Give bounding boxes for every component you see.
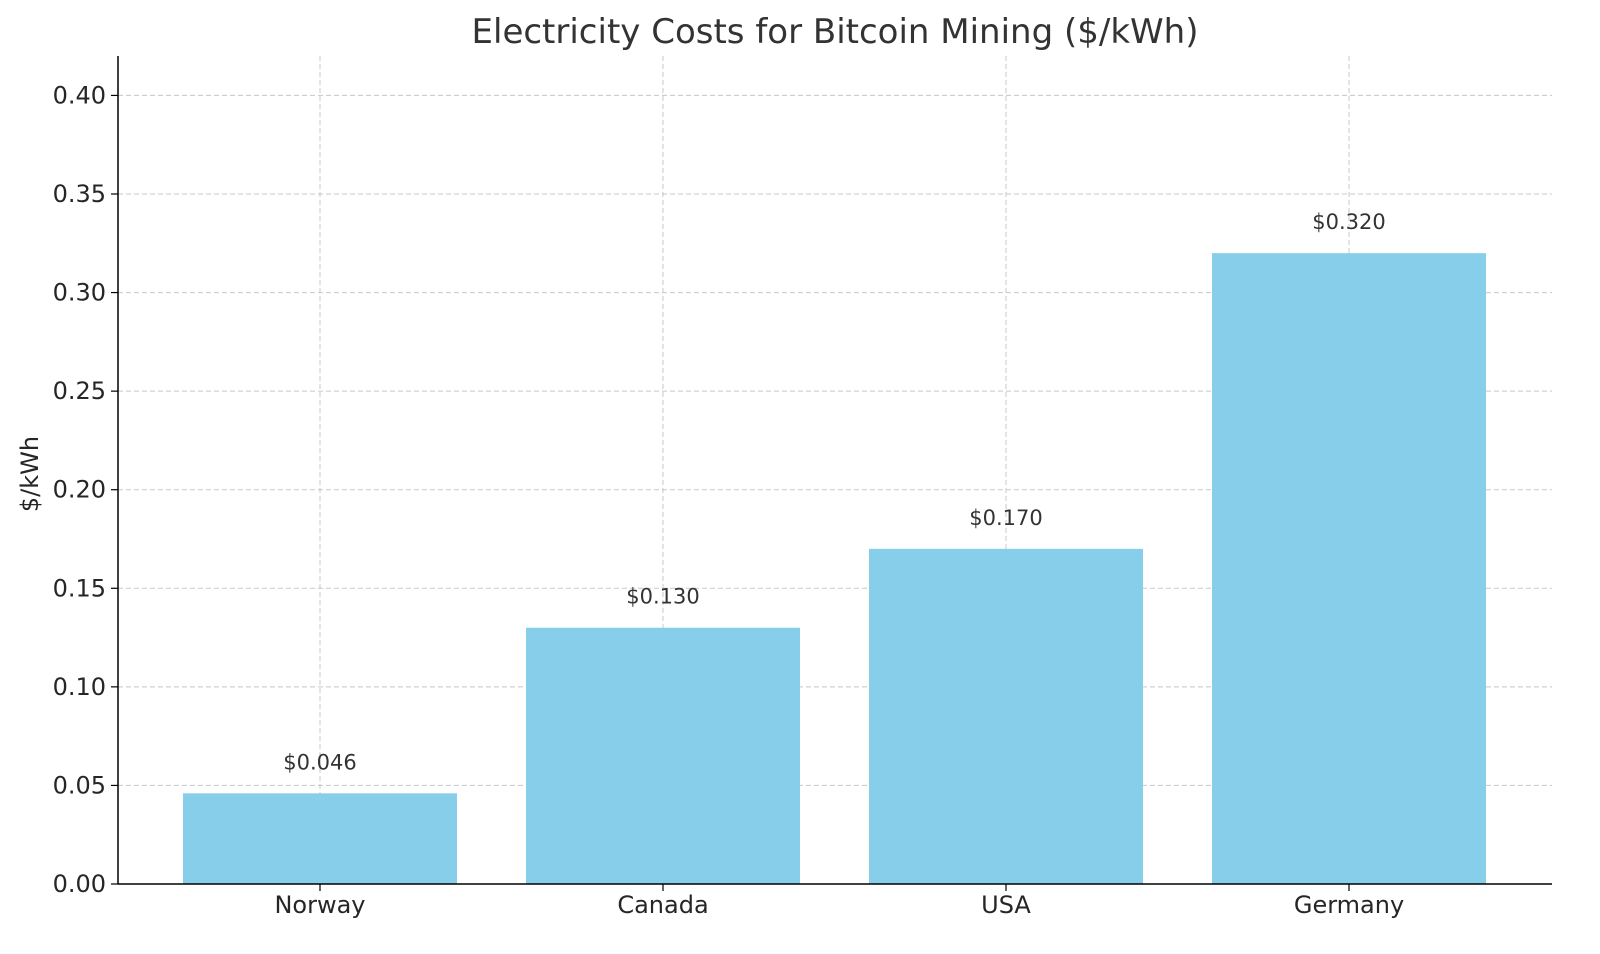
data-label: $0.130 <box>626 585 699 609</box>
data-label: $0.320 <box>1312 210 1385 234</box>
bar-usa <box>869 548 1143 884</box>
bar-germany <box>1212 253 1486 885</box>
x-categories: Norway Canada USA Germany <box>274 884 1404 919</box>
bars <box>183 253 1486 885</box>
x-category-label: Germany <box>1294 891 1404 919</box>
bar-canada <box>526 627 800 884</box>
y-tick-label: 0.20 <box>53 476 106 504</box>
y-tick-label: 0.35 <box>53 180 106 208</box>
y-tick-label: 0.40 <box>53 81 106 109</box>
y-tick-label: 0.15 <box>53 574 106 602</box>
x-category-label: Norway <box>274 891 365 919</box>
x-category-label: USA <box>981 891 1031 919</box>
y-axis-label: $/kWh <box>16 436 44 512</box>
x-category-label: Canada <box>617 891 708 919</box>
y-tick-label: 0.25 <box>53 377 106 405</box>
chart-title: Electricity Costs for Bitcoin Mining ($/… <box>472 12 1199 52</box>
data-label: $0.170 <box>969 506 1042 530</box>
data-label: $0.046 <box>283 750 356 774</box>
y-tick-label: 0.30 <box>53 279 106 307</box>
y-tick-label: 0.05 <box>53 771 106 799</box>
bar-norway <box>183 793 457 884</box>
y-tick-label: 0.00 <box>53 870 106 898</box>
y-ticks: 0.00 0.05 0.10 0.15 0.20 0.25 0.30 0.35 0.40 <box>53 81 118 898</box>
data-labels: $0.046 $0.130 $0.170 $0.320 <box>283 210 1385 774</box>
y-tick-label: 0.10 <box>53 673 106 701</box>
